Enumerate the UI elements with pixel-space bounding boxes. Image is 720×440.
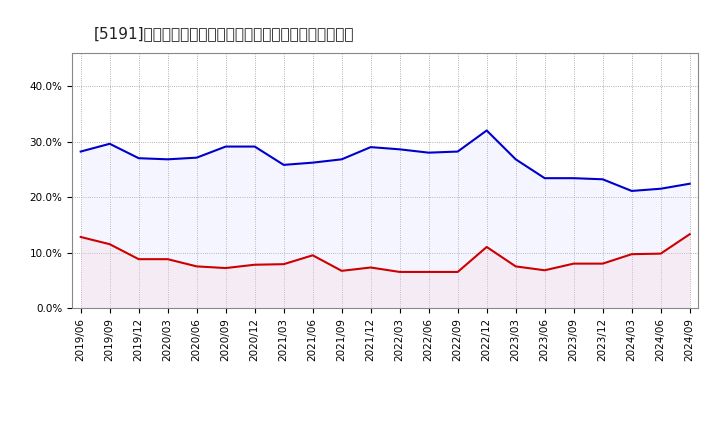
- 有利子負債: [135, 156, 143, 161]
- 現預金: [221, 265, 230, 271]
- Text: [5191]　現預金、有利子負債の総資産に対する比率の推移: [5191] 現預金、有利子負債の総資産に対する比率の推移: [94, 26, 354, 41]
- 現預金: [685, 231, 694, 237]
- 有利子負債: [192, 155, 201, 160]
- 有利子負債: [221, 144, 230, 149]
- 現預金: [105, 242, 114, 247]
- 有利子負債: [598, 176, 607, 182]
- 現預金: [76, 235, 85, 240]
- 有利子負債: [657, 186, 665, 191]
- 有利子負債: [279, 162, 288, 168]
- 現預金: [163, 257, 172, 262]
- 現預金: [308, 253, 317, 258]
- 有利子負債: [308, 160, 317, 165]
- 有利子負債: [395, 147, 404, 152]
- 有利子負債: [454, 149, 462, 154]
- 現預金: [251, 262, 259, 268]
- 有利子負債: [685, 181, 694, 187]
- 現預金: [482, 244, 491, 249]
- 有利子負債: [163, 157, 172, 162]
- 有利子負債: [570, 176, 578, 181]
- 有利子負債: [105, 141, 114, 147]
- Line: 有利子負債: 有利子負債: [81, 131, 690, 191]
- 現預金: [541, 268, 549, 273]
- 現預金: [511, 264, 520, 269]
- 現預金: [424, 269, 433, 275]
- 現預金: [657, 251, 665, 256]
- 現預金: [395, 269, 404, 275]
- Line: 現預金: 現預金: [81, 234, 690, 272]
- 有利子負債: [511, 157, 520, 162]
- 現預金: [279, 261, 288, 267]
- 有利子負債: [76, 149, 85, 154]
- 有利子負債: [482, 128, 491, 133]
- 現預金: [135, 257, 143, 262]
- 有利子負債: [627, 188, 636, 194]
- 現預金: [366, 265, 375, 270]
- 現預金: [570, 261, 578, 266]
- 現預金: [454, 269, 462, 275]
- 現預金: [598, 261, 607, 266]
- 現預金: [192, 264, 201, 269]
- 有利子負債: [338, 157, 346, 162]
- 現預金: [338, 268, 346, 274]
- 有利子負債: [251, 144, 259, 149]
- 有利子負債: [424, 150, 433, 155]
- 有利子負債: [541, 176, 549, 181]
- 現預金: [627, 252, 636, 257]
- 有利子負債: [366, 144, 375, 150]
